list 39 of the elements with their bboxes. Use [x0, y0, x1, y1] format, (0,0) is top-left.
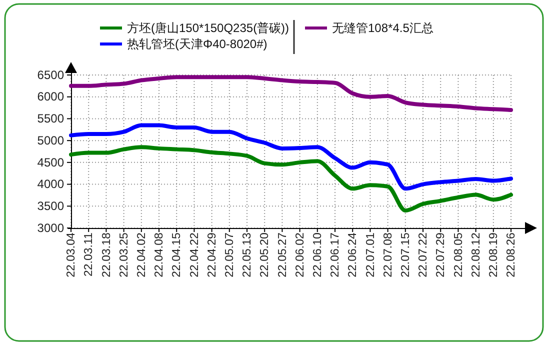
x-tick-label: 22.05.27 [276, 232, 289, 278]
x-tick-label: 22.08.12 [470, 232, 482, 278]
x-tick-label: 22.05.13 [242, 232, 254, 278]
x-tick-label: 22.07.01 [364, 232, 377, 278]
x-tick-label: 22.05.20 [259, 232, 272, 278]
y-tick-label: 6000 [37, 90, 64, 104]
x-tick-label: 22.05.07 [224, 232, 236, 278]
x-tick-label: 22.03.18 [100, 232, 113, 278]
x-tick-label: 22.03.11 [83, 232, 96, 277]
x-tick-label: 22.06.02 [294, 232, 306, 278]
y-tick-label: 3000 [37, 220, 64, 235]
legend-label: 热轧管坯(天津Φ40-8020#) [127, 37, 268, 51]
x-tick-label: 22.06.10 [312, 232, 324, 278]
x-tick-label: 22.07.08 [382, 232, 394, 278]
x-tick-label: 22.06.17 [330, 232, 342, 278]
y-tick-label: 5500 [37, 112, 64, 126]
x-tick-label: 22.07.29 [435, 232, 448, 278]
line-series [69, 123, 513, 191]
x-tick-label: 22.03.04 [66, 232, 78, 278]
x-tick-label: 22.04.02 [136, 232, 148, 278]
y-tick-label: 4500 [37, 155, 64, 170]
x-tick-label: 22.04.22 [188, 232, 201, 278]
y-tick-label: 4000 [37, 177, 64, 192]
x-tick-label: 22.08.26 [506, 232, 518, 278]
x-tick-label: 22.04.08 [154, 232, 166, 278]
x-tick-label: 22.08.19 [488, 232, 500, 278]
x-tick-label: 22.07.22 [418, 232, 430, 278]
y-tick-label: 6500 [37, 68, 64, 82]
x-tick-label: 22.06.24 [347, 232, 360, 278]
line-series [69, 145, 513, 213]
legend-label: 方坯(唐山150*150Q235(普碳)) [127, 21, 290, 35]
x-tick-label: 22.04.29 [206, 232, 218, 278]
y-tick-label: 5000 [37, 133, 64, 148]
x-tick-label: 22.03.25 [118, 232, 130, 278]
x-tick-label: 22.08.05 [452, 232, 465, 278]
x-tick-label: 22.04.15 [171, 232, 184, 278]
legend-label: 无缝管108*4.5汇总 [332, 21, 434, 35]
y-tick-label: 3500 [37, 198, 64, 213]
x-tick-label: 22.07.15 [400, 232, 412, 278]
